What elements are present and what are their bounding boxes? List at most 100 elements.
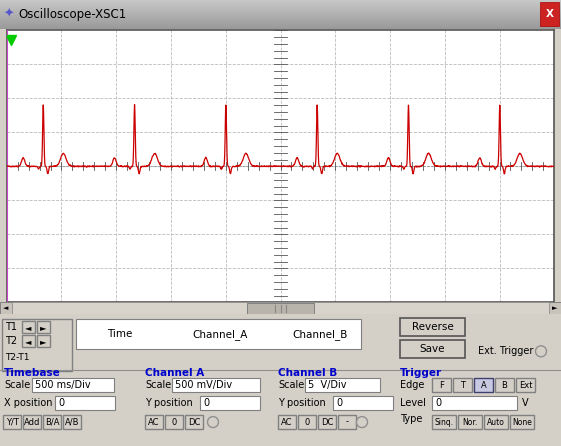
Bar bbox=[305, 378, 380, 392]
Text: Level: Level bbox=[400, 398, 426, 408]
Text: Auto: Auto bbox=[487, 417, 505, 426]
Text: T1: T1 bbox=[5, 322, 17, 332]
Bar bbox=[145, 415, 163, 429]
Text: 0: 0 bbox=[435, 398, 441, 408]
Bar bbox=[278, 415, 296, 429]
Text: X position: X position bbox=[4, 398, 53, 408]
Text: Oscilloscope-XSC1: Oscilloscope-XSC1 bbox=[18, 8, 126, 21]
Text: Ext. Trigger: Ext. Trigger bbox=[478, 346, 534, 356]
Text: 5  V/Div: 5 V/Div bbox=[308, 380, 347, 390]
Bar bbox=[333, 396, 393, 410]
Text: Time: Time bbox=[107, 329, 133, 339]
Bar bbox=[2, 319, 72, 371]
Text: A/B: A/B bbox=[65, 417, 79, 426]
Bar bbox=[185, 415, 203, 429]
Text: Channel A: Channel A bbox=[145, 368, 204, 378]
Text: Channel_A: Channel_A bbox=[192, 329, 248, 340]
Text: 0: 0 bbox=[305, 417, 310, 426]
Text: Scale: Scale bbox=[145, 380, 171, 390]
Bar bbox=[247, 303, 314, 314]
Bar bbox=[474, 378, 493, 392]
Text: Channel_B: Channel_B bbox=[292, 329, 348, 340]
Text: ◄: ◄ bbox=[3, 306, 9, 311]
Circle shape bbox=[536, 346, 546, 357]
Bar bbox=[37, 322, 50, 333]
Text: Save: Save bbox=[420, 344, 445, 354]
Bar bbox=[432, 396, 517, 410]
Bar bbox=[165, 415, 183, 429]
Text: Scale: Scale bbox=[278, 380, 304, 390]
Text: ✦: ✦ bbox=[3, 8, 13, 21]
Bar bbox=[453, 378, 472, 392]
Text: 0: 0 bbox=[58, 398, 64, 408]
Text: T: T bbox=[460, 381, 465, 390]
Text: Type: Type bbox=[400, 414, 422, 424]
Text: Edge: Edge bbox=[400, 380, 424, 390]
Bar bbox=[400, 318, 465, 336]
Text: Add: Add bbox=[24, 417, 40, 426]
Text: Y/T: Y/T bbox=[6, 417, 19, 426]
Text: X: X bbox=[545, 9, 554, 19]
Text: ◄: ◄ bbox=[25, 323, 32, 332]
Text: T2: T2 bbox=[5, 336, 17, 347]
Text: None: None bbox=[512, 417, 532, 426]
Bar bbox=[549, 302, 561, 314]
Bar bbox=[22, 322, 35, 333]
Bar bbox=[76, 319, 361, 349]
Bar bbox=[3, 415, 21, 429]
Bar bbox=[298, 415, 316, 429]
Text: 0: 0 bbox=[171, 417, 177, 426]
Bar bbox=[32, 378, 114, 392]
Text: -: - bbox=[346, 417, 348, 426]
Text: 500 mV/Div: 500 mV/Div bbox=[175, 380, 232, 390]
Bar bbox=[22, 335, 35, 347]
Text: DC: DC bbox=[321, 417, 333, 426]
Bar bbox=[43, 415, 61, 429]
Bar bbox=[172, 378, 260, 392]
Text: 0: 0 bbox=[203, 398, 209, 408]
Text: 0: 0 bbox=[336, 398, 342, 408]
Bar bbox=[540, 2, 559, 26]
Text: F: F bbox=[439, 381, 444, 390]
Bar bbox=[55, 396, 115, 410]
Text: B: B bbox=[502, 381, 508, 390]
Text: DC: DC bbox=[188, 417, 200, 426]
Text: ◄: ◄ bbox=[25, 337, 32, 346]
Bar bbox=[63, 415, 81, 429]
Bar bbox=[338, 415, 356, 429]
Bar bbox=[432, 415, 456, 429]
Bar bbox=[23, 415, 41, 429]
Bar bbox=[516, 378, 535, 392]
Text: T2-T1: T2-T1 bbox=[5, 353, 30, 362]
Bar bbox=[0, 302, 12, 314]
Text: Reverse: Reverse bbox=[412, 322, 453, 332]
Text: ►: ► bbox=[40, 323, 47, 332]
Circle shape bbox=[356, 417, 367, 428]
Bar bbox=[510, 415, 534, 429]
Bar bbox=[318, 415, 336, 429]
Text: Ext: Ext bbox=[519, 381, 532, 390]
Text: A: A bbox=[481, 381, 486, 390]
Text: Timebase: Timebase bbox=[4, 368, 61, 378]
Bar bbox=[458, 415, 482, 429]
Text: V: V bbox=[522, 398, 528, 408]
Text: Trigger: Trigger bbox=[400, 368, 442, 378]
Text: B/A: B/A bbox=[45, 417, 59, 426]
Bar bbox=[495, 378, 514, 392]
Text: ►: ► bbox=[552, 306, 558, 311]
Text: AC: AC bbox=[281, 417, 293, 426]
Text: Y position: Y position bbox=[278, 398, 326, 408]
Text: AC: AC bbox=[148, 417, 160, 426]
Bar bbox=[37, 335, 50, 347]
Circle shape bbox=[208, 417, 218, 428]
Text: Y position: Y position bbox=[145, 398, 193, 408]
Text: Sinq.: Sinq. bbox=[434, 417, 453, 426]
Bar bbox=[400, 340, 465, 358]
Text: Channel B: Channel B bbox=[278, 368, 337, 378]
Bar bbox=[200, 396, 260, 410]
Text: 500 ms/Div: 500 ms/Div bbox=[35, 380, 91, 390]
Bar bbox=[484, 415, 508, 429]
Bar bbox=[432, 378, 451, 392]
Text: Scale: Scale bbox=[4, 380, 30, 390]
Text: Nor.: Nor. bbox=[462, 417, 477, 426]
